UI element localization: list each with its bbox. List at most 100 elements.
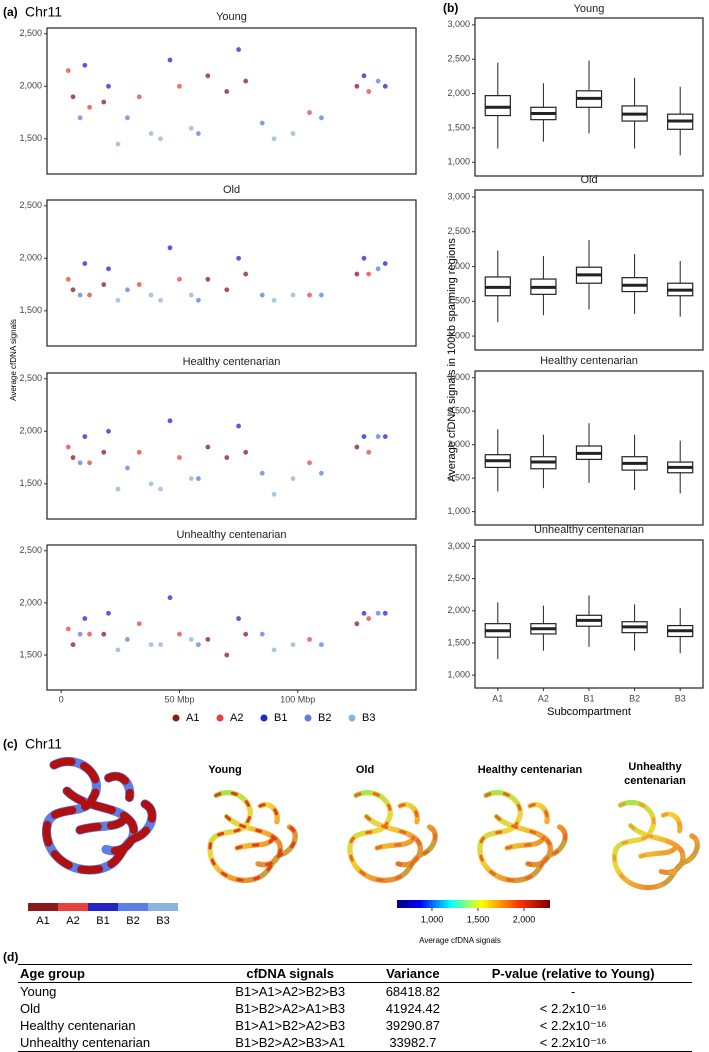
point xyxy=(65,626,71,632)
point xyxy=(125,115,130,121)
point xyxy=(82,62,88,68)
legend-marker xyxy=(216,714,224,722)
cell: 68418.82 xyxy=(385,984,440,999)
y-tick-label: 2,500 xyxy=(19,28,42,38)
colorbar-tick-label: 1,000 xyxy=(421,914,444,924)
point xyxy=(106,428,111,434)
legend-label: B3 xyxy=(362,712,375,724)
point xyxy=(236,255,241,261)
y-tick-label: 2,000 xyxy=(447,88,470,98)
x-tick-label: 100 Mbp xyxy=(280,694,315,704)
chart-title: Unhealthy centenarian xyxy=(176,529,286,541)
cell: 39290.87 xyxy=(385,1018,440,1033)
point xyxy=(188,637,194,642)
point xyxy=(167,245,173,251)
chart-title: Healthy centenarian xyxy=(540,355,638,367)
point xyxy=(106,610,111,616)
y-tick-label: 2,000 xyxy=(447,605,470,615)
point xyxy=(236,47,241,52)
table-row: Young B1>A1>A2>B2>B3 68418.82 - xyxy=(18,983,692,1001)
y-tick-label: 1,000 xyxy=(447,330,470,340)
point xyxy=(148,642,154,648)
cell: Healthy centenarian xyxy=(20,1018,136,1033)
cell: B1>A1>A2>B2>B3 xyxy=(235,984,346,999)
point xyxy=(224,652,230,658)
point xyxy=(177,83,182,89)
table-header: Age group cfDNA signals Variance P-value… xyxy=(18,964,692,983)
point xyxy=(115,297,121,303)
legend-swatch xyxy=(88,903,118,911)
point xyxy=(136,449,142,455)
point xyxy=(167,595,173,601)
y-tick-label: 2,500 xyxy=(447,226,470,236)
y-tick-label: 1,500 xyxy=(19,649,42,659)
point xyxy=(382,434,388,439)
point xyxy=(177,631,182,637)
point xyxy=(101,282,107,287)
point xyxy=(125,465,130,471)
point xyxy=(382,610,388,616)
point xyxy=(148,131,154,136)
point xyxy=(205,444,211,450)
point xyxy=(82,434,88,439)
structure-old xyxy=(350,793,435,881)
structure-title: Healthy centenarian xyxy=(478,764,583,776)
table-row: Old B1>B2>A2>A1>B3 41924.42 < 2.2x10⁻¹⁶ xyxy=(18,1000,692,1017)
y-tick-label: 2,500 xyxy=(19,373,42,383)
point xyxy=(243,631,249,637)
chart-title: Old xyxy=(580,174,597,186)
cell: < 2.2x10⁻¹⁶ xyxy=(539,1017,607,1033)
point xyxy=(70,642,76,648)
legend-marker xyxy=(348,714,356,722)
point xyxy=(375,266,381,272)
point xyxy=(307,637,312,642)
colorbar-tick-label: 2,000 xyxy=(513,914,536,924)
x-tick-label: 0 xyxy=(59,694,64,704)
y-tick-label: 2,000 xyxy=(19,597,42,607)
panel-label: (d) xyxy=(3,950,18,964)
y-tick-label: 1,500 xyxy=(447,473,470,483)
point xyxy=(188,292,194,298)
y-tick-label: 2,500 xyxy=(447,54,470,64)
point xyxy=(65,68,71,73)
point xyxy=(205,73,211,79)
plot-frame xyxy=(46,544,417,691)
y-tick-label: 2,500 xyxy=(19,200,42,210)
colorbar-label: Average cfDNA signals xyxy=(419,936,501,945)
point xyxy=(70,94,76,100)
y-tick-label: 1,000 xyxy=(447,506,470,516)
structure-subcompartment xyxy=(46,762,152,871)
cell: Unhealthy centenarian xyxy=(18,1034,210,1052)
y-tick-label: 2,500 xyxy=(19,545,42,555)
point xyxy=(224,287,230,293)
point xyxy=(259,120,265,126)
y-tick-label: 2,000 xyxy=(19,81,42,91)
point xyxy=(205,276,211,282)
point xyxy=(290,642,296,648)
x-tick-label: A2 xyxy=(538,693,549,703)
point xyxy=(243,78,249,84)
y-tick-label: 2,500 xyxy=(447,406,470,416)
point xyxy=(382,261,388,266)
y-tick-label: 2,000 xyxy=(19,253,42,263)
colorbar-tick-label: 1,500 xyxy=(467,914,490,924)
point xyxy=(259,631,265,637)
point xyxy=(318,470,324,476)
point xyxy=(224,89,230,94)
point xyxy=(136,282,142,287)
y-tick-label: 3,000 xyxy=(447,191,470,201)
panel-label: (c) xyxy=(3,737,18,751)
table-row: Healthy centenarian B1>A1>B2>A2>B3 39290.8… xyxy=(18,1017,692,1034)
table-row: Unhealthy centenarian B1>B2>A2>B3>A1 33982… xyxy=(18,1034,692,1052)
point xyxy=(205,637,211,642)
point xyxy=(158,642,163,648)
chart-title: Unhealthy centenarian xyxy=(534,524,644,536)
point xyxy=(125,637,130,642)
plot-frame xyxy=(46,199,417,347)
point xyxy=(87,631,92,637)
point xyxy=(361,434,367,439)
point xyxy=(136,94,142,100)
point xyxy=(148,292,154,298)
